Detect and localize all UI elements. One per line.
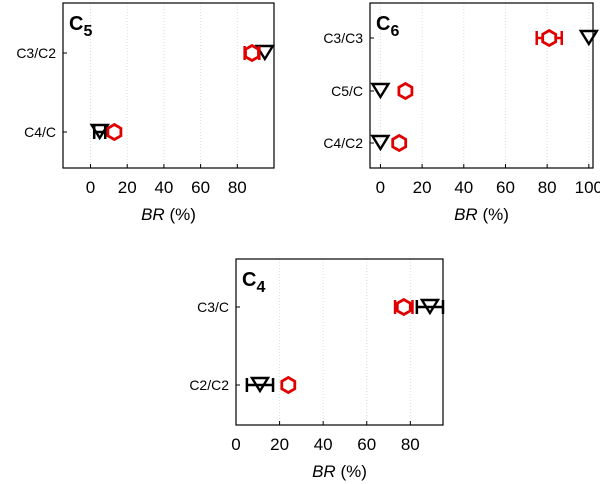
x-tick-label: 80 — [228, 178, 247, 197]
x-tick-label: 80 — [401, 435, 420, 454]
x-tick-label: 20 — [118, 178, 137, 197]
category-label: C4/C2 — [323, 135, 363, 151]
panel-c5: C5 0 20 40 60 80 BR (%) C3/C2 C4/C — [16, 2, 275, 224]
data-point-hexagon — [397, 81, 414, 101]
data-point-triangle — [370, 134, 391, 152]
plot-frame — [235, 258, 444, 426]
x-axis-label-unit: (%) — [478, 205, 509, 224]
x-tick-label: 100 — [575, 178, 600, 197]
x-tick-label: 20 — [270, 435, 289, 454]
panel-label-sub: 4 — [256, 279, 265, 296]
data-point-triangle — [254, 44, 275, 62]
x-axis-label-var: BR — [454, 205, 478, 224]
category-label: C3/C3 — [323, 30, 363, 46]
panel-label-sub: 6 — [390, 23, 399, 40]
x-tick-label: 60 — [191, 178, 210, 197]
data-point-triangle — [249, 376, 271, 394]
x-tick-label: 0 — [376, 178, 385, 197]
panel-c4: C4 0 20 40 60 80 BR (%) C3/C C2/C2 — [189, 258, 445, 481]
category-label: C3/C2 — [16, 45, 56, 61]
x-axis-label-var: BR — [312, 462, 336, 481]
category-label: C3/C — [197, 299, 229, 315]
category-label: C2/C2 — [189, 377, 229, 393]
data-point-hexagon — [106, 122, 123, 142]
category-label: C5/C — [331, 83, 363, 99]
x-tick-label: 80 — [538, 178, 557, 197]
panel-label: C5 — [69, 13, 92, 40]
data-point-triangle — [419, 298, 441, 316]
x-tick-label: 40 — [314, 435, 333, 454]
data-point-hexagon — [395, 297, 412, 317]
x-tick-label: 20 — [413, 178, 432, 197]
x-tick-label: 0 — [231, 435, 240, 454]
panel-label-sub: 5 — [83, 23, 92, 40]
category-label: C4/C — [24, 124, 56, 140]
data-point-triangle — [89, 123, 110, 141]
data-point-hexagon — [541, 28, 558, 48]
data-point-hexagon — [391, 133, 408, 153]
x-axis-label: BR (%) — [141, 205, 196, 224]
x-tick-label: 0 — [86, 178, 95, 197]
plot-frame — [369, 2, 594, 169]
x-axis-label: BR (%) — [454, 205, 509, 224]
panel-label: C4 — [242, 269, 265, 296]
data-point-hexagon — [280, 375, 297, 395]
panel-c6: C6 0 20 40 60 80 100 BR (%) C3/C3 C5/C C4/C2 — [323, 2, 600, 224]
x-axis-label-unit: (%) — [336, 462, 367, 481]
x-tick-label: 40 — [454, 178, 473, 197]
x-tick-label: 40 — [154, 178, 173, 197]
x-tick-label: 60 — [496, 178, 515, 197]
plot-frame — [62, 2, 275, 169]
panel-label: C6 — [376, 13, 399, 40]
x-axis-label: BR (%) — [312, 462, 367, 481]
x-tick-label: 60 — [357, 435, 376, 454]
x-axis-label-unit: (%) — [165, 205, 196, 224]
x-axis-label-var: BR — [141, 205, 165, 224]
data-point-triangle — [370, 82, 391, 100]
data-point-hexagon — [244, 43, 260, 63]
data-point-triangle — [578, 29, 599, 47]
